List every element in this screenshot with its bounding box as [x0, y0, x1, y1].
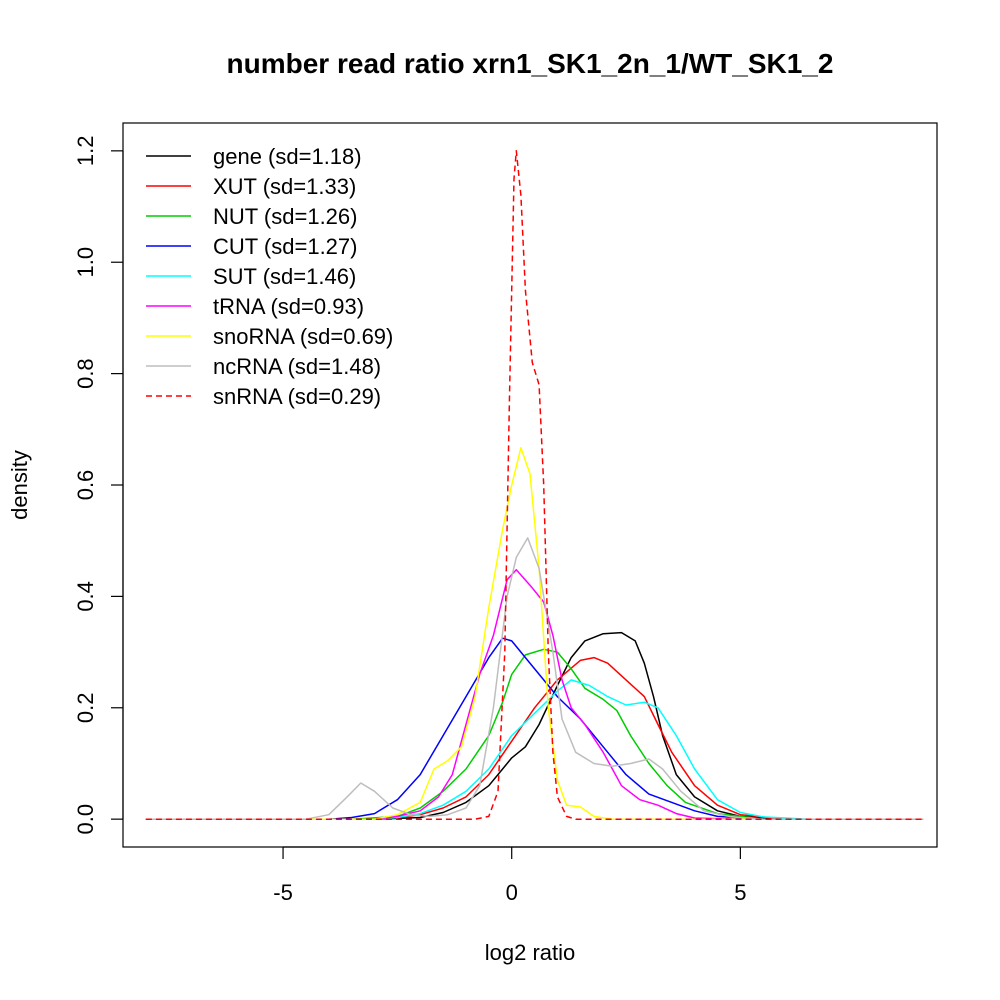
y-tick-label: 0.6: [73, 470, 98, 501]
chart-title: number read ratio xrn1_SK1_2n_1/WT_SK1_2: [227, 48, 834, 79]
x-tick-label: 5: [734, 880, 746, 905]
y-tick-label: 0.4: [73, 581, 98, 612]
x-axis-label: log2 ratio: [485, 940, 576, 965]
y-tick-label: 0.0: [73, 804, 98, 835]
legend-label: gene (sd=1.18): [213, 144, 362, 169]
series-line: [145, 631, 924, 820]
x-tick-label: 0: [506, 880, 518, 905]
x-axis: -5 0 5: [273, 846, 746, 905]
legend-label: SUT (sd=1.46): [213, 264, 356, 289]
series-line: [145, 446, 924, 820]
x-tick-label: -5: [273, 880, 293, 905]
legend-label: CUT (sd=1.27): [213, 234, 357, 259]
y-axis-label: density: [7, 450, 32, 520]
series-line: [145, 648, 924, 820]
legend-label: snoRNA (sd=0.69): [213, 324, 393, 349]
legend-label: ncRNA (sd=1.48): [213, 354, 381, 379]
y-tick-label: 0.8: [73, 358, 98, 389]
series-line: [145, 568, 924, 820]
y-tick-label: 0.2: [73, 692, 98, 723]
y-axis: 0.0 0.2 0.4 0.6 0.8 1.0 1.2: [73, 136, 124, 835]
legend-label: NUT (sd=1.26): [213, 204, 357, 229]
series-line: [145, 679, 924, 820]
y-tick-label: 1.0: [73, 247, 98, 278]
legend: gene (sd=1.18) XUT (sd=1.33) NUT (sd=1.26)…: [146, 144, 393, 409]
series-line: [145, 537, 924, 820]
series-line: [145, 656, 924, 820]
legend-label: XUT (sd=1.33): [213, 174, 356, 199]
legend-label: tRNA (sd=0.93): [213, 294, 364, 319]
series-group: [145, 150, 924, 820]
legend-label: snRNA (sd=0.29): [213, 384, 381, 409]
series-line: [145, 637, 924, 820]
series-line: [145, 150, 924, 820]
y-tick-label: 1.2: [73, 136, 98, 167]
